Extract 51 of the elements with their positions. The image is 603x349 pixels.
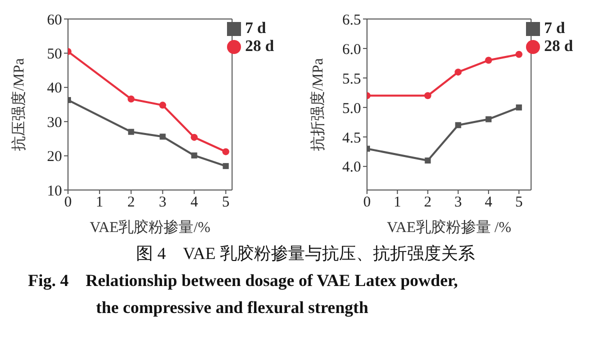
x-tick-label: 3 — [454, 194, 462, 211]
x-tick-label: 2 — [127, 194, 135, 211]
x-tick-label: 2 — [424, 194, 432, 211]
x-tick-label: 0 — [64, 194, 72, 211]
caption: 图 4 VAE 乳胶粉掺量与抗压、抗折强度关系 — [135, 243, 476, 265]
x-axis-title: VAE乳胶粉掺量/% — [90, 219, 210, 236]
y-axis-title: 抗折强度/MPa — [309, 58, 326, 151]
y-tick-label: 5.5 — [342, 71, 361, 88]
y-tick-label: 10 — [47, 183, 62, 200]
point — [424, 158, 431, 164]
point — [454, 68, 462, 76]
point — [190, 134, 198, 141]
point — [159, 102, 166, 109]
point — [516, 104, 522, 110]
point — [128, 96, 135, 103]
point — [222, 163, 229, 170]
y-tick-label: 6.5 — [342, 12, 361, 28]
legend-label: 7 d — [544, 20, 565, 37]
x-tick-label: 0 — [363, 194, 371, 211]
y-tick-label: 6.0 — [342, 42, 361, 58]
point — [191, 152, 198, 158]
caption: Fig. 4 Relationship between dosage of VAE Latex powder, — [27, 270, 459, 292]
point — [128, 128, 134, 135]
x-tick-label: 5 — [222, 194, 230, 211]
legend-label: 28 d — [544, 38, 573, 55]
x-tick-label: 1 — [394, 194, 402, 211]
y-tick-label: 4.5 — [342, 130, 361, 146]
point — [485, 56, 492, 64]
x-tick-label: 4 — [190, 194, 198, 211]
y-tick-label: 50 — [47, 46, 62, 63]
y-tick-label: 30 — [47, 114, 62, 131]
x-tick-label: 5 — [515, 194, 523, 211]
point — [515, 50, 522, 58]
x-tick-label: 4 — [484, 194, 493, 211]
y-tick-label: 40 — [47, 80, 62, 97]
y-axis-title: 抗压强度/MPa — [10, 58, 28, 151]
y-tick-label: 5.0 — [342, 100, 361, 117]
legend-label: 7 d — [245, 20, 266, 37]
point — [486, 116, 492, 122]
x-axis-title: VAE乳胶粉掺量 /% — [386, 219, 512, 236]
legend-label: 28 d — [245, 38, 274, 55]
point — [455, 122, 462, 128]
x-tick-label: 1 — [96, 194, 104, 211]
x-tick-label: 3 — [158, 194, 166, 211]
point — [160, 134, 166, 140]
y-tick-label: 20 — [47, 149, 62, 166]
point — [222, 148, 230, 156]
y-tick-label: 60 — [47, 12, 62, 28]
point — [424, 92, 432, 100]
text: the compressive and flexural strength — [95, 297, 370, 319]
y-tick-label: 4.0 — [342, 160, 361, 176]
